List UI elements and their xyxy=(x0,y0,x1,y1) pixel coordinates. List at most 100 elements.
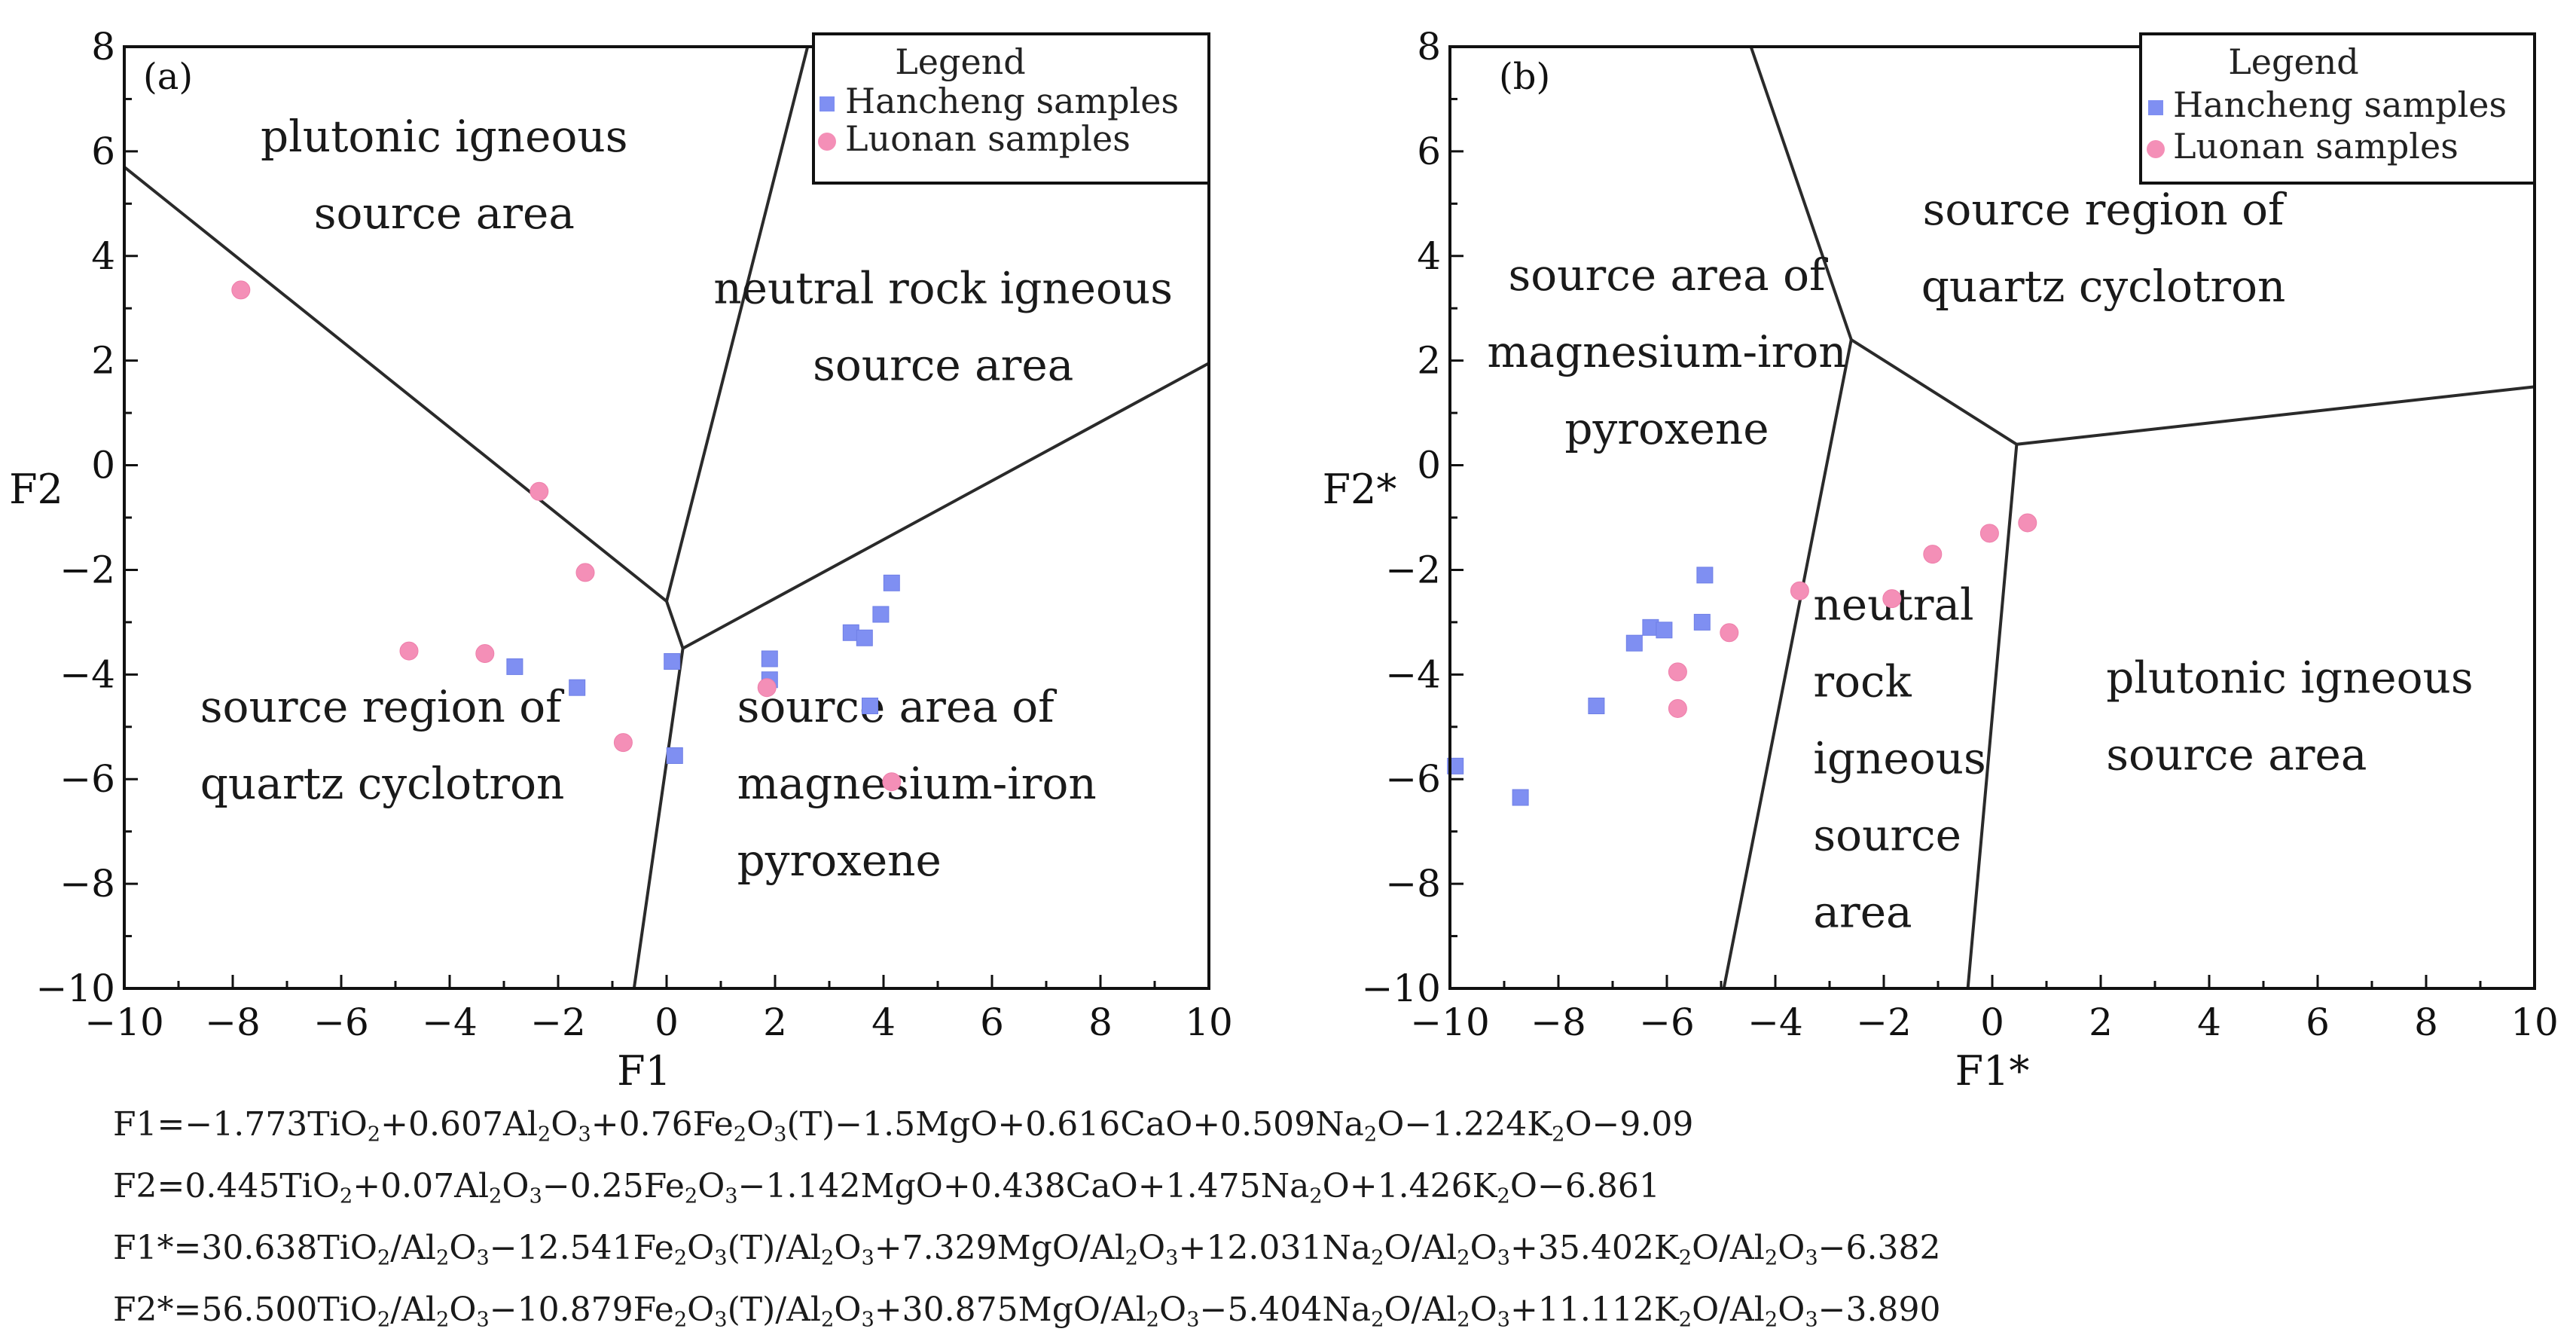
x-tick-label: −6 xyxy=(1639,1000,1695,1044)
legend-entry-luonan: Luonan samples xyxy=(2173,126,2458,166)
y-tick-label: 8 xyxy=(91,25,115,69)
luonan-point-6 xyxy=(1979,524,1999,543)
hancheng-point-3 xyxy=(1625,634,1643,652)
legend-box xyxy=(812,32,1210,185)
luonan-point-5 xyxy=(613,733,633,753)
x-tick-label: 8 xyxy=(1088,1000,1113,1044)
legend-entry-hancheng: Hancheng samples xyxy=(2173,84,2507,125)
y-tick-label: 2 xyxy=(91,339,115,383)
hancheng-point-6 xyxy=(1693,613,1711,631)
legend-marker-hancheng xyxy=(819,96,835,111)
x-tick-label: −6 xyxy=(313,1000,369,1044)
hancheng-point-2 xyxy=(664,652,681,670)
luonan-point-0 xyxy=(231,280,251,300)
y-tick-label: −4 xyxy=(1385,652,1441,696)
hancheng-point-1 xyxy=(569,679,586,696)
hancheng-point-2 xyxy=(1588,698,1605,714)
legend-box xyxy=(2139,32,2536,185)
boundary-line-0 xyxy=(123,166,685,649)
y-tick-label: 0 xyxy=(1417,444,1441,487)
y-tick-label: 8 xyxy=(1417,25,1441,69)
formula-f2-star: F2*=56.500TiO2/Al2O3−10.879Fe2O3(T)/Al2O… xyxy=(113,1291,1941,1332)
region-label-line: magnesium-iron xyxy=(1487,326,1846,377)
boundary-line-1 xyxy=(1722,339,1853,989)
region-label-3: source area of magnesium-iron pyroxene xyxy=(737,681,1097,886)
y-tick-label: −8 xyxy=(1385,862,1441,906)
legend-marker-luonan xyxy=(818,133,836,151)
hancheng-point-0 xyxy=(506,658,523,675)
region-label-line: magnesium-iron xyxy=(737,758,1097,809)
x-tick-label: 2 xyxy=(763,1000,787,1044)
legend-title: Legend xyxy=(2228,41,2359,82)
boundary-line-0 xyxy=(1749,46,2535,446)
y-tick-label: −2 xyxy=(60,548,115,591)
plot-frame xyxy=(123,45,1210,990)
region-label-line: area xyxy=(1813,886,1912,937)
y-tick-label: 4 xyxy=(91,234,115,278)
hancheng-point-10 xyxy=(862,698,878,714)
x-tick-label: 6 xyxy=(980,1000,1004,1044)
y-tick-label: −6 xyxy=(1385,757,1441,801)
region-label-line: neutral rock igneous xyxy=(713,262,1173,313)
region-label-1: source region of quartz cyclotron xyxy=(1921,184,2287,312)
boundary-line-3 xyxy=(632,648,685,989)
y-tick-label: 6 xyxy=(1417,130,1441,173)
hancheng-point-4 xyxy=(761,650,778,667)
luonan-point-5 xyxy=(1923,545,1943,564)
region-label-3: plutonic igneous source area xyxy=(2106,652,2473,780)
panel-label: (b) xyxy=(1499,56,1550,98)
region-label-0: source area of magnesium-iron pyroxene xyxy=(1487,249,1846,454)
region-label-line: source region of xyxy=(200,681,564,732)
hancheng-point-1 xyxy=(1512,789,1529,806)
x-tick-label: −10 xyxy=(84,1000,164,1044)
region-label-0: plutonic igneous source area xyxy=(261,111,627,239)
x-axis-label: F1* xyxy=(1955,1047,2030,1092)
luonan-point-2 xyxy=(1720,623,1739,643)
region-label-line: source area xyxy=(813,339,1073,390)
luonan-point-3 xyxy=(399,641,419,661)
y-tick-label: −6 xyxy=(60,757,115,801)
luonan-point-6 xyxy=(757,678,777,698)
legend-entry-luonan: Luonan samples xyxy=(845,118,1131,159)
legend-entry-hancheng: Hancheng samples xyxy=(845,81,1179,121)
x-axis-label: F1 xyxy=(617,1047,671,1092)
x-tick-label: 4 xyxy=(2197,1000,2221,1044)
y-tick-label: −10 xyxy=(35,967,115,1010)
luonan-point-7 xyxy=(882,772,902,792)
x-tick-label: 8 xyxy=(2414,1000,2438,1044)
x-tick-label: 2 xyxy=(2089,1000,2113,1044)
hancheng-point-8 xyxy=(872,606,890,623)
formula-f1-star: F1*=30.638TiO2/Al2O3−12.541Fe2O3(T)/Al2O… xyxy=(113,1229,1941,1270)
region-label-line: plutonic igneous xyxy=(2106,652,2473,704)
hancheng-point-7 xyxy=(1696,567,1714,584)
y-tick-label: 2 xyxy=(1417,339,1441,383)
y-tick-label: 6 xyxy=(91,130,115,173)
y-tick-label: −4 xyxy=(60,652,115,696)
boundary-line-1 xyxy=(665,46,810,602)
luonan-point-4 xyxy=(475,644,495,664)
region-label-line: source region of xyxy=(1923,184,2287,235)
x-tick-label: 4 xyxy=(871,1000,896,1044)
y-tick-label: 4 xyxy=(1417,234,1441,278)
region-label-line: quartz cyclotron xyxy=(200,758,565,809)
legend-marker-hancheng xyxy=(2148,100,2163,115)
region-label-1: neutral rock igneous source area xyxy=(713,262,1173,390)
luonan-point-3 xyxy=(1790,581,1809,600)
luonan-point-1 xyxy=(530,481,549,501)
region-label-line: igneous xyxy=(1813,732,1985,784)
x-tick-label: −2 xyxy=(530,1000,586,1044)
region-label-line: rock xyxy=(1813,655,1912,707)
region-label-line: source area of xyxy=(1508,249,1828,301)
x-tick-label: −8 xyxy=(205,1000,261,1044)
x-tick-label: 10 xyxy=(1185,1000,1233,1044)
x-tick-label: 0 xyxy=(1980,1000,2004,1044)
x-tick-label: −10 xyxy=(1410,1000,1490,1044)
y-tick-label: 0 xyxy=(91,444,115,487)
legend-marker-luonan xyxy=(2147,140,2165,158)
x-tick-label: 10 xyxy=(2510,1000,2559,1044)
hancheng-point-3 xyxy=(666,747,683,764)
legend-title: Legend xyxy=(895,41,1026,82)
region-label-line: quartz cyclotron xyxy=(1921,261,2286,312)
x-tick-label: 6 xyxy=(2306,1000,2330,1044)
